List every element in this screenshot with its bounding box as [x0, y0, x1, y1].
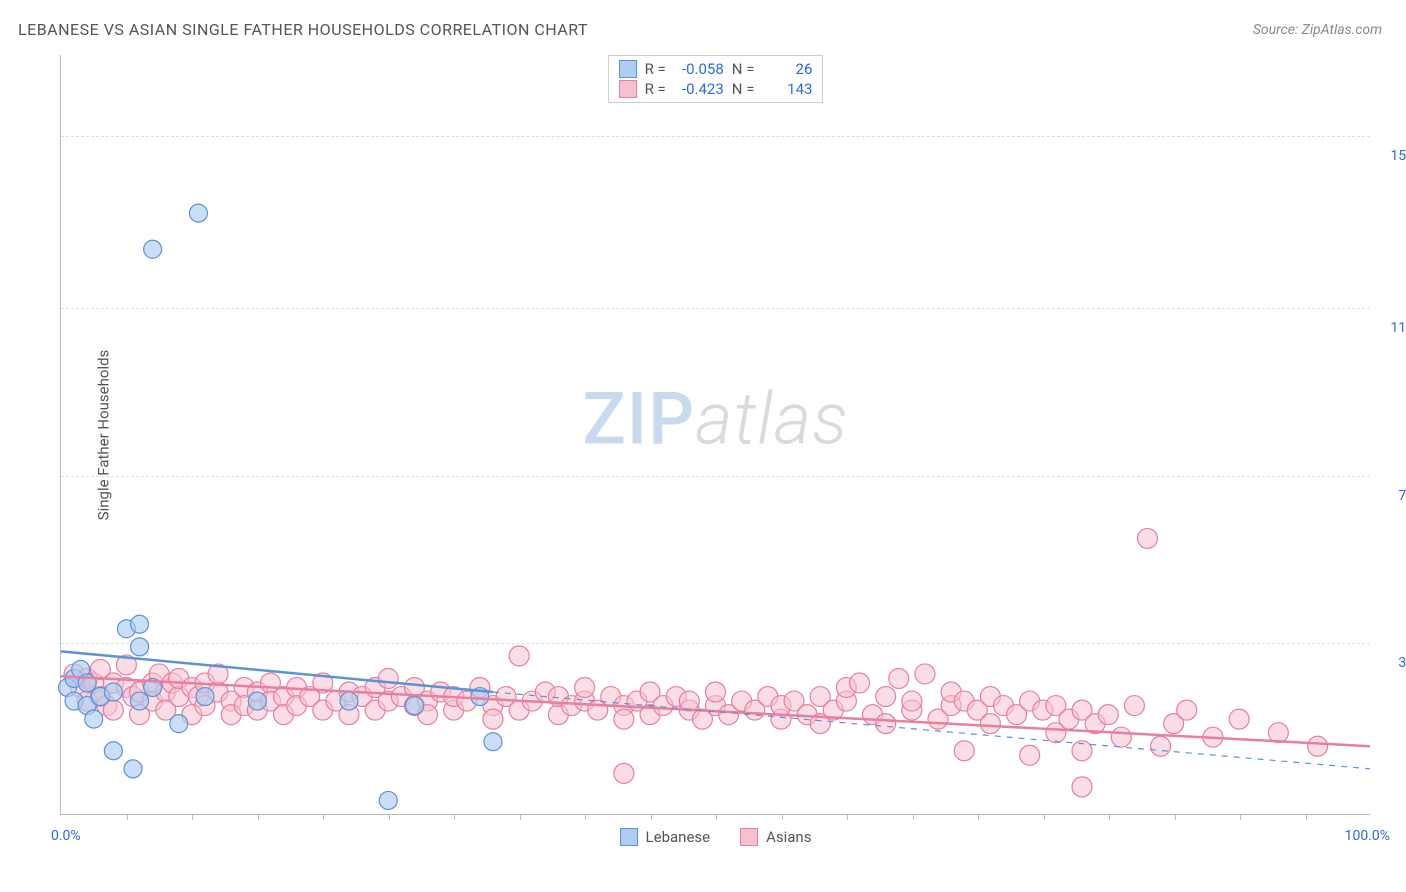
data-point — [1124, 696, 1144, 716]
x-tick — [585, 814, 586, 820]
x-tick — [323, 814, 324, 820]
x-tick — [389, 814, 390, 820]
x-tick — [127, 814, 128, 820]
data-point — [575, 678, 595, 698]
data-point — [1137, 528, 1157, 548]
swatch-lebanese — [620, 828, 638, 846]
data-point — [483, 709, 503, 729]
n-label: N = — [732, 80, 755, 98]
legend-item-lebanese: Lebanese — [620, 828, 711, 846]
plot-area: 3.8%7.5%11.2%15.0% ZIPatlas R = -0.058 N… — [60, 55, 1370, 815]
legend-label-asians: Asians — [766, 828, 811, 846]
data-point — [1020, 745, 1040, 765]
data-point — [170, 715, 188, 733]
data-point — [889, 668, 909, 688]
legend-item-asians: Asians — [740, 828, 811, 846]
stats-legend: R = -0.058 N = 26 R = -0.423 N = 143 — [608, 55, 824, 103]
data-point — [405, 697, 423, 715]
swatch-lebanese — [619, 60, 637, 78]
n-value-asians: 143 — [762, 80, 812, 98]
data-point — [124, 760, 142, 778]
data-point — [144, 240, 162, 258]
x-tick — [1240, 814, 1241, 820]
x-tick — [520, 814, 521, 820]
data-point — [131, 692, 149, 710]
r-value-lebanese: -0.058 — [674, 60, 724, 78]
stats-row-lebanese: R = -0.058 N = 26 — [619, 59, 813, 79]
data-point — [980, 714, 1000, 734]
data-point — [340, 692, 358, 710]
data-point — [902, 691, 922, 711]
data-point — [484, 733, 502, 751]
x-axis-end: 100.0% — [1345, 828, 1390, 844]
y-tick-label: 15.0% — [1390, 148, 1406, 164]
data-point — [1177, 700, 1197, 720]
data-point — [614, 763, 634, 783]
data-point — [849, 673, 869, 693]
r-label: R = — [645, 60, 666, 78]
n-value-lebanese: 26 — [762, 60, 812, 78]
data-point — [1072, 777, 1092, 797]
data-point — [915, 664, 935, 684]
r-value-asians: -0.423 — [674, 80, 724, 98]
data-point — [189, 204, 207, 222]
x-tick — [1044, 814, 1045, 820]
x-tick — [258, 814, 259, 820]
data-point — [509, 646, 529, 666]
x-tick — [913, 814, 914, 820]
data-point — [85, 710, 103, 728]
x-tick — [192, 814, 193, 820]
data-point — [1229, 709, 1249, 729]
series-legend: Lebanese Asians — [620, 828, 812, 846]
data-point — [706, 682, 726, 702]
swatch-asians — [619, 80, 637, 98]
n-label: N = — [732, 60, 755, 78]
legend-label-lebanese: Lebanese — [646, 828, 711, 846]
r-label: R = — [645, 80, 666, 98]
x-tick — [782, 814, 783, 820]
data-point — [248, 692, 266, 710]
y-tick-label: 7.5% — [1398, 488, 1406, 504]
x-tick — [847, 814, 848, 820]
data-point — [104, 683, 122, 701]
swatch-asians — [740, 828, 758, 846]
data-point — [876, 687, 896, 707]
data-point — [1268, 723, 1288, 743]
data-point — [1308, 736, 1328, 756]
trend-line — [493, 692, 1370, 769]
x-tick — [651, 814, 652, 820]
x-axis-start: 0.0% — [51, 828, 81, 844]
x-tick — [454, 814, 455, 820]
chart-container: Single Father Households 3.8%7.5%11.2%15… — [60, 55, 1370, 815]
data-point — [131, 615, 149, 633]
stats-row-asians: R = -0.423 N = 143 — [619, 79, 813, 99]
data-point — [1111, 727, 1131, 747]
source-credit: Source: ZipAtlas.com — [1253, 22, 1382, 38]
y-tick-label: 11.2% — [1390, 320, 1406, 336]
data-point — [131, 638, 149, 656]
x-tick — [978, 814, 979, 820]
data-point — [954, 741, 974, 761]
data-point — [104, 742, 122, 760]
data-point — [196, 688, 214, 706]
data-point — [1098, 705, 1118, 725]
chart-title: LEBANESE VS ASIAN SINGLE FATHER HOUSEHOL… — [18, 20, 588, 39]
data-point — [379, 791, 397, 809]
data-point — [378, 668, 398, 688]
data-point — [614, 709, 634, 729]
y-tick-label: 3.8% — [1398, 655, 1406, 671]
x-tick — [1306, 814, 1307, 820]
data-point — [876, 714, 896, 734]
x-tick — [716, 814, 717, 820]
x-tick — [1175, 814, 1176, 820]
data-point — [679, 691, 699, 711]
x-tick — [1109, 814, 1110, 820]
scatter-plot — [61, 55, 1370, 814]
data-point — [1151, 736, 1171, 756]
